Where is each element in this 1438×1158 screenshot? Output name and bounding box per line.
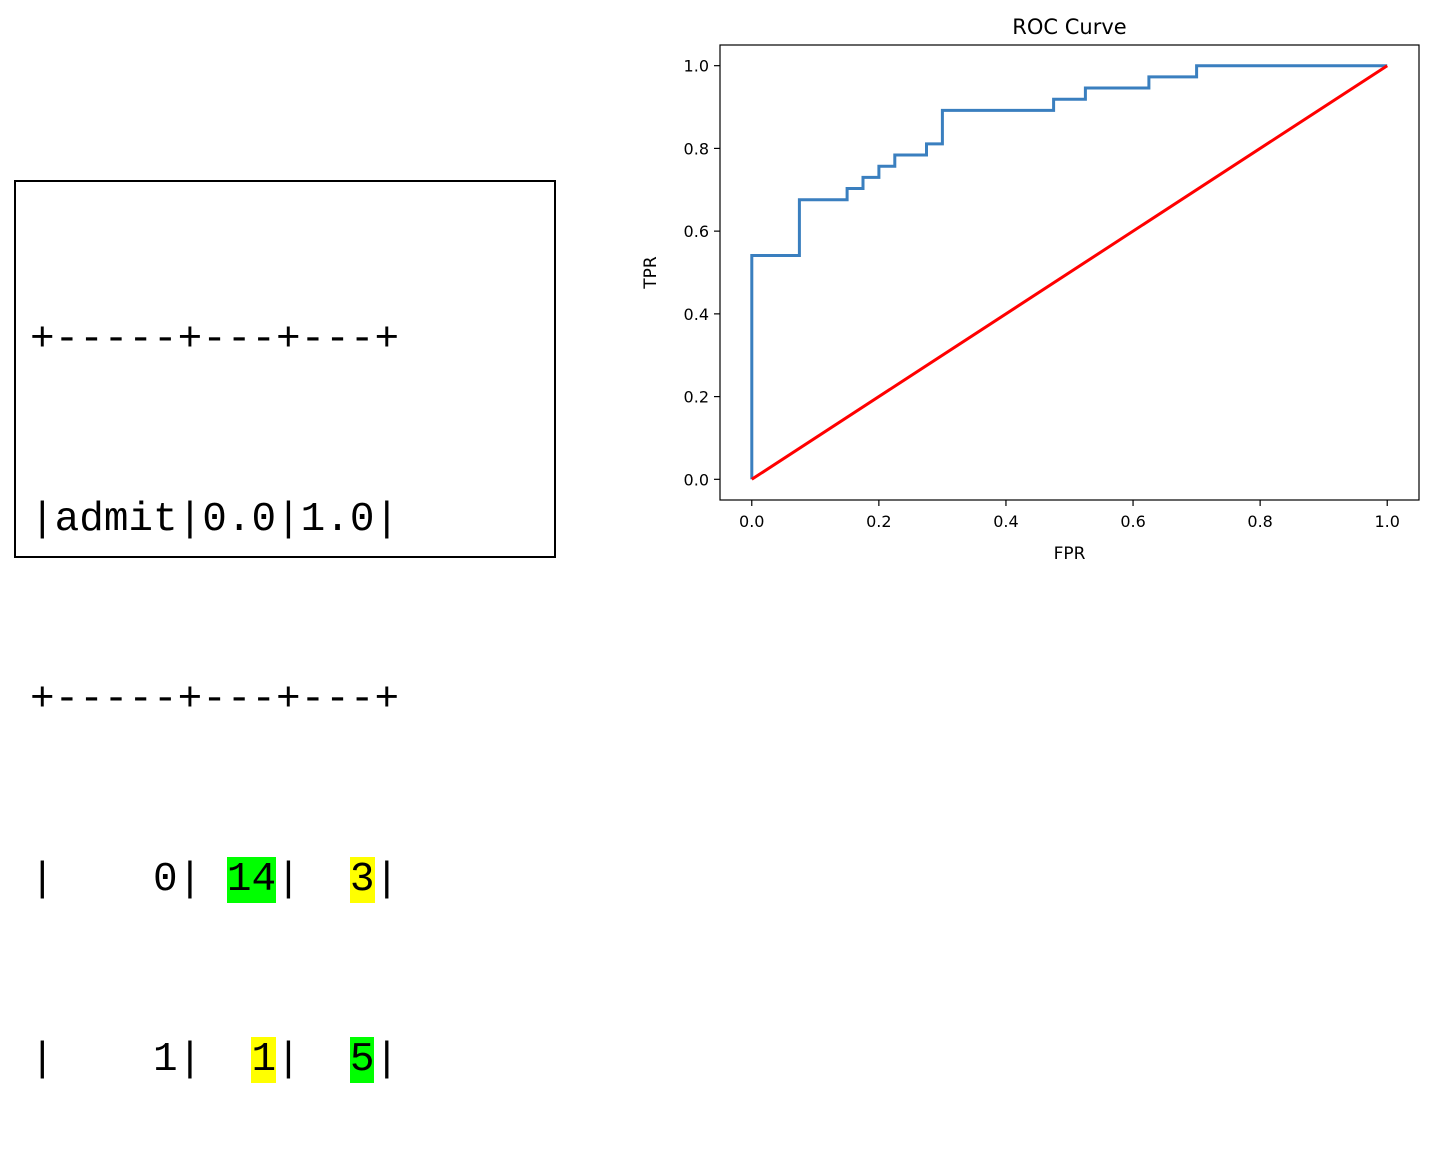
table-row: | 1| 1| 5| (30, 1037, 400, 1083)
row-label: 0 (153, 857, 178, 903)
header-cell: 1.0 (300, 497, 375, 543)
y-tick-label: 0.2 (684, 388, 709, 407)
cell-value-highlight: 5 (349, 1037, 375, 1083)
header-cell: 0.0 (202, 497, 277, 543)
chart-title: ROC Curve (1012, 15, 1126, 39)
y-tick-label: 0.6 (684, 222, 709, 241)
y-tick-label: 1.0 (684, 57, 709, 76)
x-tick-label: 0.8 (1247, 512, 1272, 531)
x-tick-label: 0.2 (866, 512, 891, 531)
cell-value-highlight: 14 (226, 857, 277, 903)
x-tick-label: 0.6 (1120, 512, 1145, 531)
roc-chart: 0.0 0.2 0.4 0.6 0.8 1.0 0.0 0.2 0.4 0.6 0.8 1.0 ROC … (641, 15, 1420, 564)
x-axis-label: FPR (1054, 544, 1086, 564)
cell-value-highlight: 3 (349, 857, 375, 903)
y-tick-label: 0.0 (684, 470, 709, 489)
table-border-top: +-----+---+---+ (30, 317, 400, 363)
row-label: 1 (153, 1037, 178, 1083)
table-row: | 0| 14| 3| (30, 857, 400, 903)
y-axis-label: TPR (641, 256, 661, 290)
roc-curve-line (750, 64, 1388, 480)
y-tick-label: 0.8 (684, 139, 709, 158)
x-tick-label: 0.0 (739, 512, 764, 531)
y-tick-label: 0.4 (684, 305, 709, 324)
cell-value-highlight: 1 (251, 1037, 277, 1083)
confusion-matrix-box (14, 180, 556, 558)
header-cell: admit (54, 497, 178, 543)
plot-frame (719, 44, 1420, 501)
table-border-mid: +-----+---+---+ (30, 677, 400, 723)
x-tick-label: 1.0 (1375, 512, 1400, 531)
x-tick-label: 0.4 (993, 512, 1018, 531)
table-header-row: |admit|0.0|1.0| (30, 497, 400, 543)
diagonal-reference-line (750, 64, 1389, 481)
